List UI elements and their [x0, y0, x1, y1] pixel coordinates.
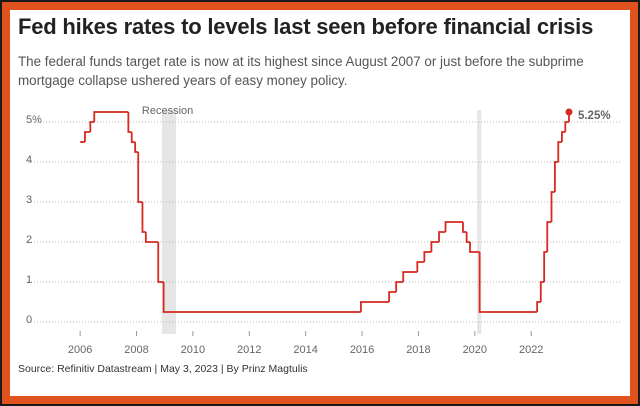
step-segment	[141, 202, 146, 233]
step-segment	[416, 261, 425, 272]
x-tick-label: 2006	[68, 344, 92, 356]
x-tick-label: 2010	[181, 344, 205, 356]
step-segment	[157, 242, 160, 283]
step-segment	[360, 301, 390, 312]
recession-band	[161, 110, 176, 334]
step-segment	[444, 221, 463, 232]
end-label: 5.25%	[578, 110, 611, 122]
y-tick-label: 2	[26, 234, 32, 246]
x-tick-label: 2020	[463, 344, 487, 356]
y-tick-label: 4	[26, 154, 32, 166]
step-segment	[561, 131, 566, 142]
step-segment	[137, 152, 143, 203]
x-tick-label: 2008	[124, 344, 148, 356]
step-segment	[402, 271, 418, 282]
step-segment	[423, 251, 432, 262]
step-segment	[84, 131, 91, 142]
step-segment	[462, 222, 467, 233]
step-segment	[564, 121, 569, 132]
step-segment	[430, 241, 440, 252]
step-segment	[130, 132, 136, 143]
step-segment	[438, 231, 446, 242]
chart-subtitle: The federal funds target rate is now at …	[18, 54, 584, 88]
step-segment	[127, 112, 132, 133]
step-segment	[536, 301, 541, 312]
recession-band	[477, 110, 482, 334]
step-segment	[553, 161, 559, 192]
x-tick-label: 2014	[293, 344, 317, 356]
step-segment	[557, 141, 562, 162]
step-segment	[550, 191, 555, 222]
x-tick-label: 2018	[406, 344, 430, 356]
y-tick-label: 1	[26, 274, 32, 286]
step-segment	[539, 281, 545, 302]
x-tick-label: 2012	[237, 344, 261, 356]
step-segment	[388, 291, 397, 302]
step-segment	[134, 142, 139, 153]
chart-title: Fed hikes rates to levels last seen befo…	[18, 14, 594, 39]
step-segment	[395, 281, 404, 292]
step-segment	[162, 282, 361, 313]
step-segment	[546, 221, 552, 252]
step-segment	[144, 232, 159, 243]
recession-label: Recession	[142, 105, 193, 117]
step-segment	[478, 252, 538, 313]
step-segment	[543, 251, 548, 282]
step-segment	[89, 121, 95, 132]
y-tick-label: 3	[26, 194, 32, 206]
source-note: Source: Refinitiv Datastream | May 3, 20…	[18, 363, 308, 375]
step-segment	[93, 111, 129, 122]
y-tick-label: 5%	[26, 114, 42, 126]
x-tick-label: 2016	[350, 344, 374, 356]
x-tick-label: 2022	[519, 344, 543, 356]
y-tick-label: 0	[26, 314, 32, 326]
end-point	[565, 108, 573, 116]
step-segment	[465, 232, 471, 243]
step-segment	[469, 242, 480, 253]
